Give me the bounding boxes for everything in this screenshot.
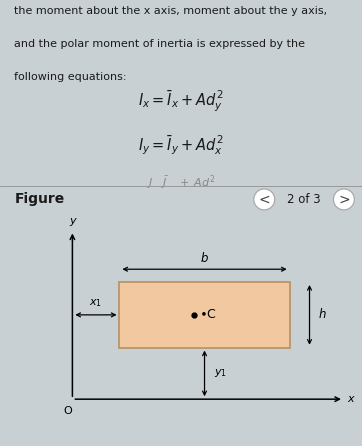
Text: x: x: [348, 394, 354, 404]
Bar: [119, 282, 290, 348]
Text: $I_x = \bar{I}_x + Ad_y^2$: $I_x = \bar{I}_x + Ad_y^2$: [138, 89, 224, 114]
Text: y: y: [69, 216, 76, 226]
Text: O: O: [64, 406, 72, 416]
Text: $\bullet$C: $\bullet$C: [199, 308, 217, 322]
Text: $y_1$: $y_1$: [214, 368, 227, 380]
Text: $I_y = \bar{I}_y + Ad_x^2$: $I_y = \bar{I}_y + Ad_x^2$: [138, 133, 224, 157]
Text: $J \quad \bar{J} \quad + \; Ad^2$: $J \quad \bar{J} \quad + \; Ad^2$: [147, 174, 215, 192]
Text: <: <: [258, 192, 270, 206]
Text: 2 of 3: 2 of 3: [287, 193, 321, 206]
Text: Figure: Figure: [14, 192, 65, 206]
Text: $x_1$: $x_1$: [89, 297, 102, 309]
Text: h: h: [319, 308, 326, 322]
Text: following equations:: following equations:: [14, 72, 127, 82]
Text: b: b: [201, 252, 208, 265]
Text: the moment about the x axis, moment about the y axis,: the moment about the x axis, moment abou…: [14, 5, 328, 16]
Text: >: >: [338, 192, 350, 206]
Text: and the polar moment of inertia is expressed by the: and the polar moment of inertia is expre…: [14, 39, 306, 49]
